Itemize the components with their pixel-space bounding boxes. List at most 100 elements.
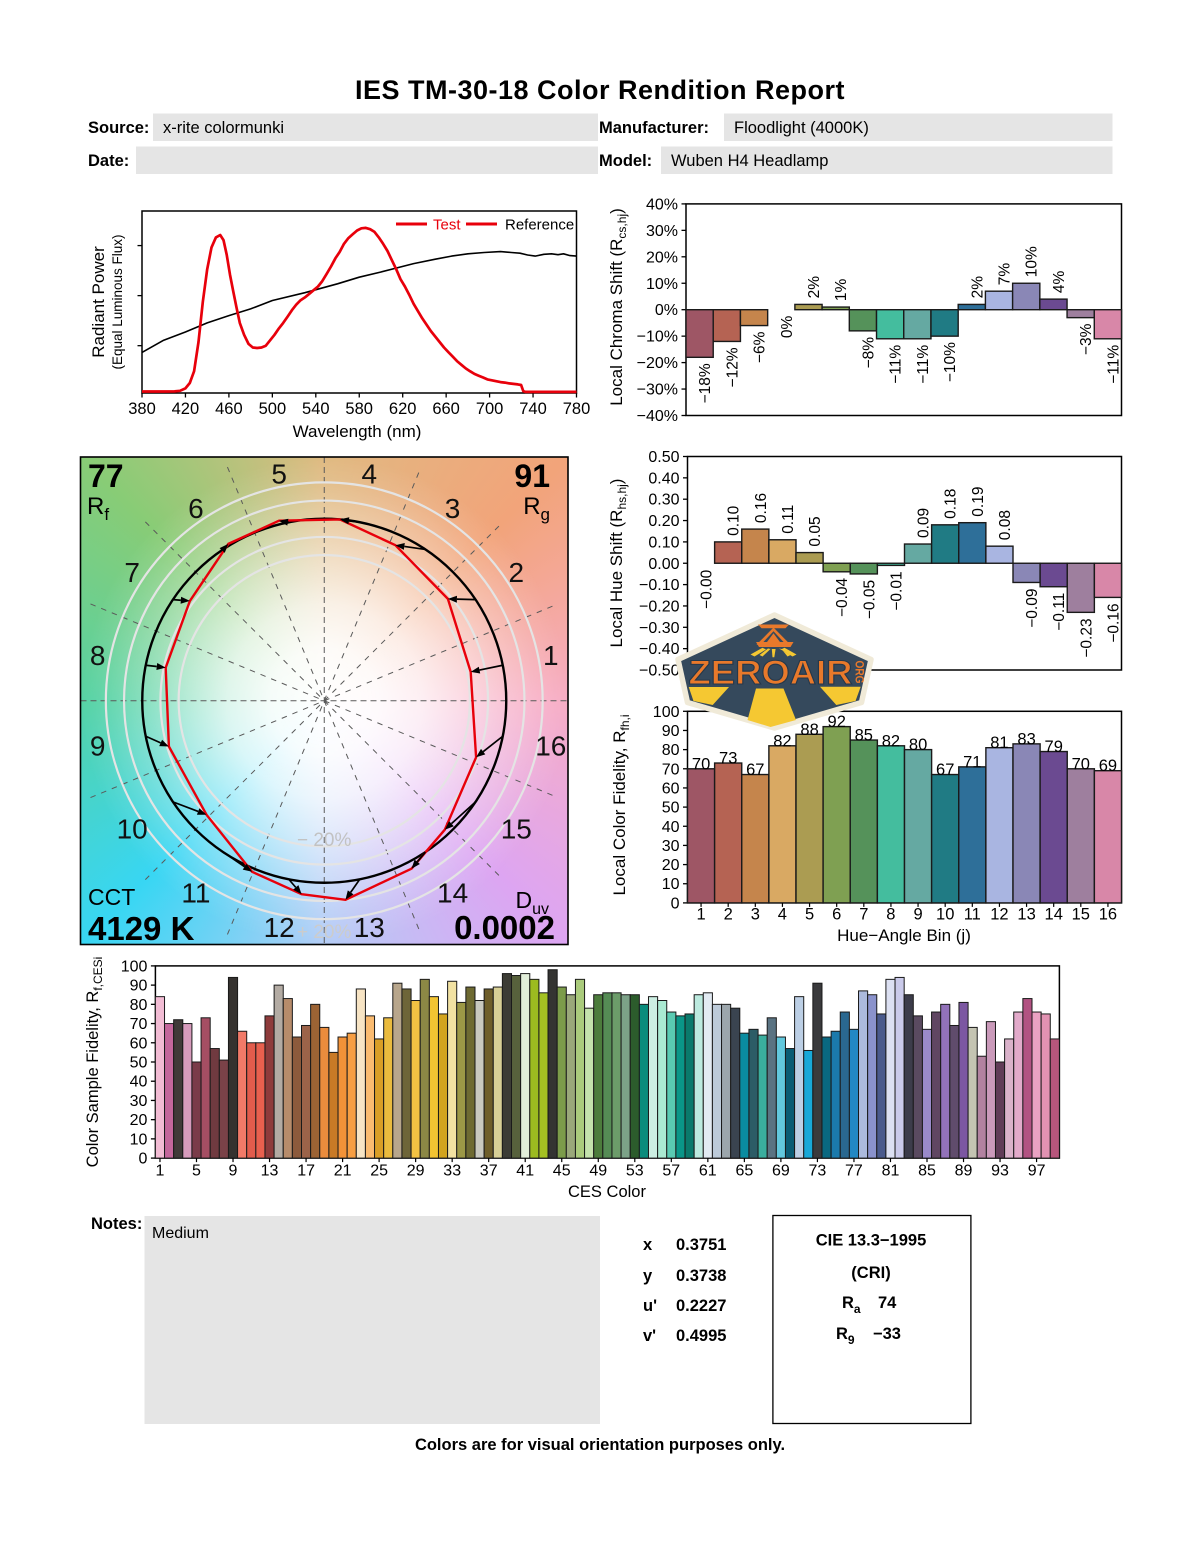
svg-text:88: 88 — [800, 721, 818, 739]
svg-text:0.3738: 0.3738 — [676, 1267, 726, 1285]
svg-text:65: 65 — [736, 1163, 754, 1180]
svg-text:97: 97 — [1028, 1163, 1046, 1180]
svg-text:0: 0 — [671, 895, 680, 912]
svg-text:61: 61 — [699, 1163, 717, 1180]
svg-text:60: 60 — [130, 1035, 148, 1052]
svg-text:Source:: Source: — [88, 119, 149, 137]
svg-text:41: 41 — [516, 1163, 534, 1180]
svg-text:Date:: Date: — [88, 152, 129, 170]
svg-text:100: 100 — [653, 704, 680, 721]
svg-text:83: 83 — [1017, 730, 1035, 748]
svg-text:93: 93 — [991, 1163, 1009, 1180]
svg-text:−0.11: −0.11 — [1051, 593, 1068, 631]
svg-text:580: 580 — [345, 400, 373, 418]
svg-text:0.11: 0.11 — [780, 505, 797, 534]
svg-text:Local Color Fidelity, Rfh,i: Local Color Fidelity, Rfh,i — [610, 714, 632, 895]
svg-text:0.19: 0.19 — [970, 487, 987, 517]
svg-text:81: 81 — [990, 734, 1008, 752]
svg-text:Rf: Rf — [87, 493, 109, 524]
svg-text:0.3751: 0.3751 — [676, 1236, 726, 1254]
svg-text:0: 0 — [138, 1151, 147, 1168]
svg-text:10: 10 — [662, 876, 680, 893]
svg-text:−0.16: −0.16 — [1105, 603, 1122, 642]
svg-text:81: 81 — [882, 1163, 900, 1180]
svg-text:−11%: −11% — [888, 345, 905, 384]
svg-text:−10%: −10% — [637, 329, 678, 346]
svg-text:x-rite colormunki: x-rite colormunki — [163, 119, 284, 137]
svg-text:92: 92 — [828, 713, 846, 731]
svg-text:60: 60 — [662, 780, 680, 797]
svg-text:420: 420 — [172, 400, 200, 418]
svg-text:−0.00: −0.00 — [699, 569, 716, 609]
svg-text:−12%: −12% — [724, 347, 741, 387]
svg-text:5: 5 — [271, 459, 287, 490]
svg-text:CES Color: CES Color — [568, 1183, 646, 1201]
svg-text:20: 20 — [662, 857, 680, 874]
svg-text:0.08: 0.08 — [997, 510, 1014, 540]
svg-text:6: 6 — [832, 906, 841, 924]
svg-text:−0.40: −0.40 — [639, 641, 680, 658]
svg-text:Floodlight (4000K): Floodlight (4000K) — [734, 119, 869, 137]
svg-text:73: 73 — [809, 1163, 827, 1180]
svg-text:5: 5 — [192, 1163, 201, 1180]
svg-text:71: 71 — [963, 753, 981, 771]
svg-text:380: 380 — [128, 400, 156, 418]
svg-text:Reference: Reference — [505, 217, 574, 234]
svg-text:Test: Test — [433, 217, 461, 234]
svg-text:5: 5 — [805, 906, 814, 924]
svg-text:12: 12 — [264, 912, 295, 943]
svg-text:Wavelength (nm): Wavelength (nm) — [293, 422, 422, 441]
svg-text:70: 70 — [662, 761, 680, 778]
svg-text:77: 77 — [845, 1163, 863, 1180]
svg-text:79: 79 — [1045, 738, 1063, 756]
svg-text:0.2227: 0.2227 — [676, 1297, 726, 1315]
svg-text:4%: 4% — [1051, 270, 1068, 293]
svg-text:−8%: −8% — [860, 337, 877, 369]
svg-text:70: 70 — [130, 1016, 148, 1033]
svg-text:7: 7 — [859, 906, 868, 924]
svg-text:13: 13 — [261, 1163, 279, 1180]
svg-text:−11%: −11% — [1105, 345, 1122, 384]
svg-text:85: 85 — [918, 1163, 936, 1180]
svg-text:6: 6 — [188, 493, 204, 524]
svg-text:40: 40 — [130, 1074, 148, 1091]
svg-text:(Equal Luminous Flux): (Equal Luminous Flux) — [110, 234, 125, 369]
svg-text:7: 7 — [124, 557, 140, 588]
svg-text:Color Sample Fidelity, Rf,CESi: Color Sample Fidelity, Rf,CESi — [84, 957, 105, 1168]
svg-text:Rg: Rg — [523, 493, 550, 524]
svg-text:33: 33 — [443, 1163, 461, 1180]
svg-text:Radiant Power: Radiant Power — [89, 246, 108, 358]
svg-text:0%: 0% — [779, 315, 796, 338]
svg-text:10%: 10% — [1024, 246, 1041, 277]
svg-text:53: 53 — [626, 1163, 644, 1180]
svg-text:21: 21 — [334, 1163, 352, 1180]
svg-text:4129 K: 4129 K — [88, 910, 195, 947]
svg-text:740: 740 — [519, 400, 547, 418]
svg-text:−0.01: −0.01 — [888, 571, 905, 610]
svg-text:− 20%: − 20% — [297, 830, 352, 851]
svg-text:0.10: 0.10 — [648, 534, 679, 551]
svg-text:25: 25 — [370, 1163, 388, 1180]
svg-text:45: 45 — [553, 1163, 571, 1180]
svg-text:29: 29 — [407, 1163, 425, 1180]
svg-text:10: 10 — [130, 1131, 148, 1148]
svg-text:y: y — [643, 1267, 653, 1285]
svg-text:82: 82 — [773, 732, 791, 750]
svg-text:30: 30 — [662, 838, 680, 855]
svg-text:85: 85 — [855, 727, 873, 745]
svg-text:2%: 2% — [806, 276, 823, 299]
svg-text:70: 70 — [1072, 755, 1090, 773]
svg-text:−6%: −6% — [752, 331, 769, 363]
svg-text:0.09: 0.09 — [916, 508, 933, 538]
svg-text:0.0002: 0.0002 — [454, 909, 555, 946]
svg-text:0.20: 0.20 — [648, 513, 679, 530]
svg-text:80: 80 — [130, 997, 148, 1014]
svg-text:−11%: −11% — [915, 345, 932, 384]
svg-text:20: 20 — [130, 1112, 148, 1129]
svg-text:2: 2 — [724, 906, 733, 924]
svg-text:ZEROAIR: ZEROAIR — [689, 654, 853, 692]
svg-text:3: 3 — [445, 493, 461, 524]
svg-text:780: 780 — [563, 400, 591, 418]
svg-text:0.18: 0.18 — [943, 489, 960, 519]
svg-text:13: 13 — [1017, 906, 1035, 924]
